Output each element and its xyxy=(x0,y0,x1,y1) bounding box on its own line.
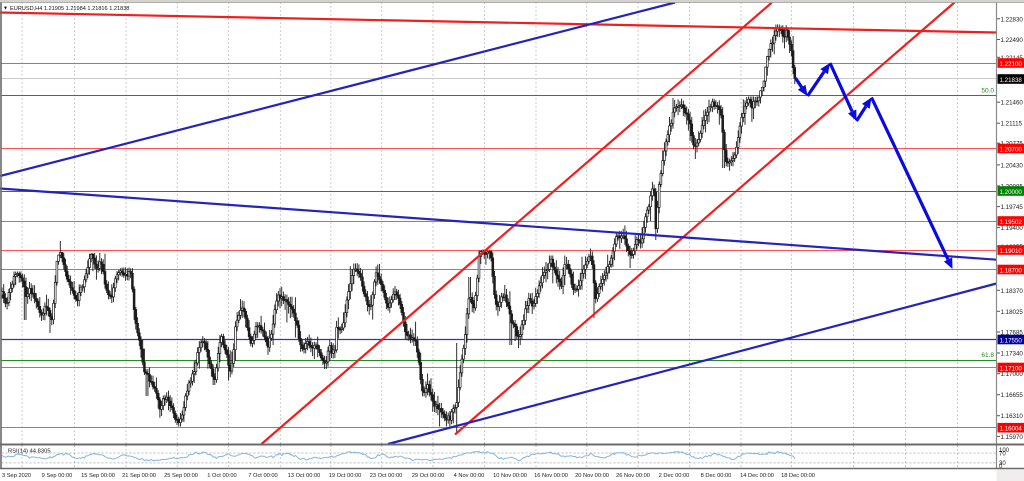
svg-text:2 Dec 00:00: 2 Dec 00:00 xyxy=(659,473,690,479)
svg-text:0: 0 xyxy=(999,464,1003,470)
svg-text:1.18700: 1.18700 xyxy=(1000,267,1023,274)
svg-text:13 Oct 00:00: 13 Oct 00:00 xyxy=(288,473,321,479)
svg-text:7 Oct 00:00: 7 Oct 00:00 xyxy=(248,473,277,479)
svg-text:1.16655: 1.16655 xyxy=(1001,392,1024,399)
svg-text:1.19745: 1.19745 xyxy=(1001,204,1024,211)
svg-text:23 Oct 00:00: 23 Oct 00:00 xyxy=(370,473,403,479)
svg-text:70: 70 xyxy=(999,451,1006,457)
svg-text:1.17100: 1.17100 xyxy=(1000,365,1023,372)
svg-text:1.21115: 1.21115 xyxy=(1001,121,1023,128)
svg-text:4 Nov 00:00: 4 Nov 00:00 xyxy=(454,473,485,479)
svg-text:29 Oct 00:00: 29 Oct 00:00 xyxy=(412,473,445,479)
svg-text:1.17000: 1.17000 xyxy=(1001,371,1024,378)
svg-text:EURUSD,H4 1.21905 1.21984 1.2: EURUSD,H4 1.21905 1.21984 1.21816 1.2183… xyxy=(10,6,129,12)
svg-text:▼: ▼ xyxy=(3,6,8,12)
svg-text:1.18025: 1.18025 xyxy=(1001,309,1024,316)
svg-text:1.21460: 1.21460 xyxy=(1001,100,1024,107)
svg-text:15 Sep 00:00: 15 Sep 00:00 xyxy=(81,473,115,479)
svg-text:1 Oct 00:00: 1 Oct 00:00 xyxy=(207,473,236,479)
svg-text:18 Dec 00:00: 18 Dec 00:00 xyxy=(781,473,815,479)
svg-text:1.16310: 1.16310 xyxy=(1001,413,1024,420)
svg-text:26 Nov 00:00: 26 Nov 00:00 xyxy=(616,473,650,479)
svg-text:1.19010: 1.19010 xyxy=(1000,248,1023,255)
svg-text:50.0: 50.0 xyxy=(981,88,994,95)
svg-text:1.18370: 1.18370 xyxy=(1001,288,1024,295)
svg-text:1.16004: 1.16004 xyxy=(1000,426,1023,433)
svg-text:1.21838: 1.21838 xyxy=(1000,77,1023,84)
svg-text:16 Nov 00:00: 16 Nov 00:00 xyxy=(534,473,568,479)
svg-text:100: 100 xyxy=(999,448,1010,454)
svg-text:9 Sep 00:00: 9 Sep 00:00 xyxy=(42,473,73,479)
svg-text:30: 30 xyxy=(999,461,1006,467)
svg-text:1.20430: 1.20430 xyxy=(1001,162,1024,169)
svg-text:1.15970: 1.15970 xyxy=(1001,434,1024,441)
svg-text:8 Dec 00:00: 8 Dec 00:00 xyxy=(701,473,732,479)
svg-text:14 Dec 00:00: 14 Dec 00:00 xyxy=(740,473,774,479)
svg-text:1.17685: 1.17685 xyxy=(1001,330,1024,337)
svg-text:25 Sep 00:00: 25 Sep 00:00 xyxy=(164,473,198,479)
svg-text:1.20000: 1.20000 xyxy=(1000,189,1023,196)
svg-text:3 Sep 2020: 3 Sep 2020 xyxy=(2,473,31,479)
svg-text:10 Nov 00:00: 10 Nov 00:00 xyxy=(493,473,527,479)
svg-text:1.22100: 1.22100 xyxy=(1000,61,1023,68)
svg-text:61.8: 61.8 xyxy=(981,352,994,359)
svg-text:1.19502: 1.19502 xyxy=(1000,219,1023,226)
svg-text:1.20700: 1.20700 xyxy=(1000,146,1023,153)
svg-text:20 Nov 00:00: 20 Nov 00:00 xyxy=(575,473,609,479)
svg-text:1.19400: 1.19400 xyxy=(1001,225,1024,232)
svg-text:21 Sep 00:00: 21 Sep 00:00 xyxy=(122,473,156,479)
svg-text:1.22830: 1.22830 xyxy=(1001,16,1024,23)
svg-text:1.17550: 1.17550 xyxy=(1000,337,1023,344)
svg-text:RSI(14) 44.8305: RSI(14) 44.8305 xyxy=(8,449,51,455)
svg-text:1.17340: 1.17340 xyxy=(1001,351,1024,358)
svg-text:1.22490: 1.22490 xyxy=(1001,37,1024,44)
svg-text:19 Oct 00:00: 19 Oct 00:00 xyxy=(329,473,362,479)
